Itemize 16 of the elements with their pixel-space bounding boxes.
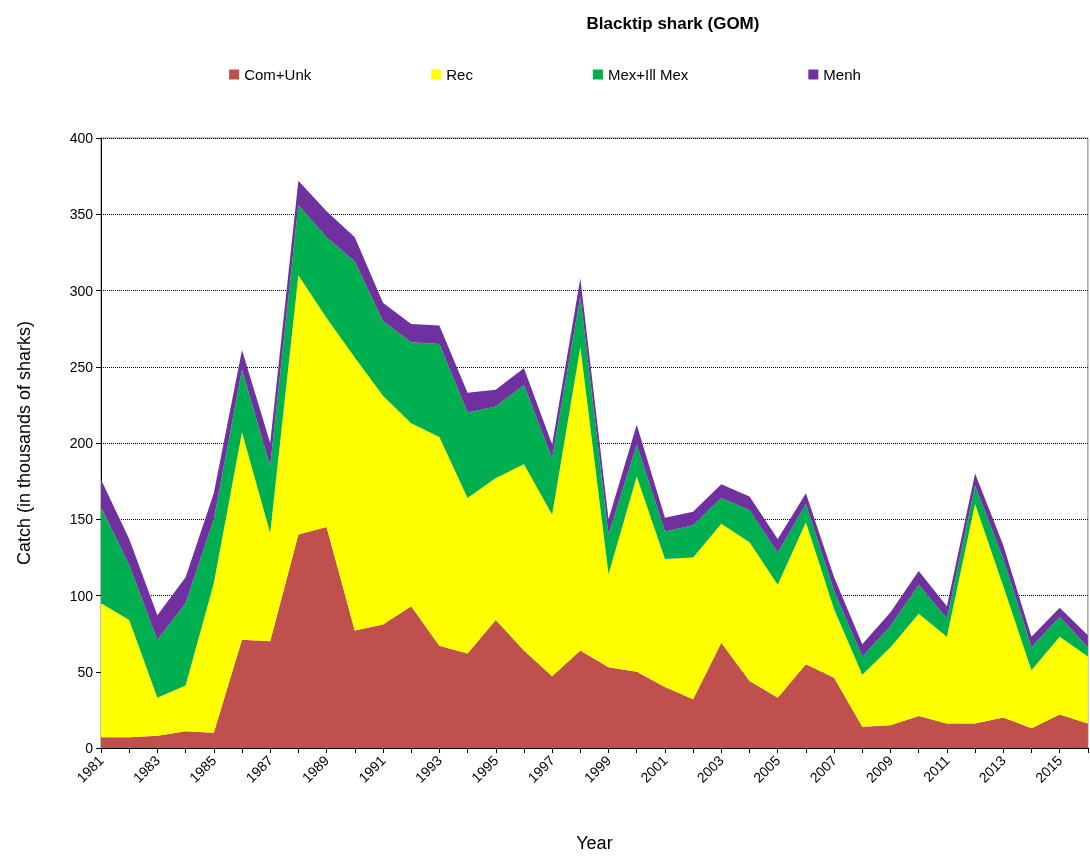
y-tick-label: 400 xyxy=(69,130,94,146)
y-tick-label: 250 xyxy=(69,358,94,375)
y-tick-label: 50 xyxy=(77,663,94,680)
y-tick-label: 0 xyxy=(85,740,94,756)
y-tick-label: 150 xyxy=(69,511,94,528)
legend-label: Com+Unk xyxy=(244,66,312,83)
y-tick-label: 100 xyxy=(69,587,94,604)
y-axis-title: Catch (in thousands of sharks) xyxy=(14,320,34,566)
y-tick-label: 200 xyxy=(69,435,94,451)
legend-label: Menh xyxy=(823,66,861,83)
x-axis-title: Year xyxy=(576,833,613,853)
chart-title: Blacktip shark (GOM) xyxy=(586,14,760,33)
y-tick-label: 350 xyxy=(69,206,94,223)
legend-label: Mex+Ill Mex xyxy=(607,66,689,83)
legend-label: Rec xyxy=(446,66,474,83)
y-tick-label: 300 xyxy=(69,282,94,299)
